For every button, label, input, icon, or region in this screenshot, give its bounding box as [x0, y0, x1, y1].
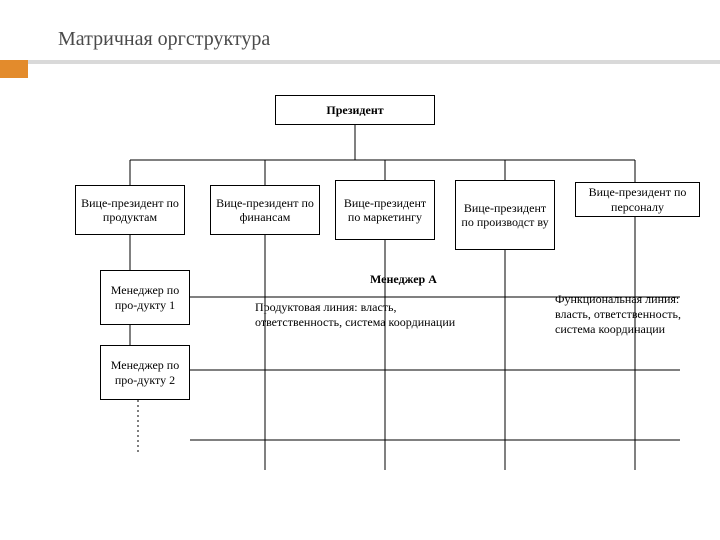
accent-block: [0, 60, 28, 78]
node-manager-1: Менеджер по про-дукту 1: [100, 270, 190, 325]
node-vp-products: Вице-президент по продуктам: [75, 185, 185, 235]
node-label: Вице-президент по производст ву: [458, 201, 552, 230]
node-vp-finance: Вице-президент по финансам: [210, 185, 320, 235]
annotation-text: Продуктовая линия: власть, ответственнос…: [255, 300, 455, 329]
node-president: Президент: [275, 95, 435, 125]
slide-title: Матричная оргструктура: [58, 28, 270, 51]
node-label: Вице-президент по персоналу: [578, 185, 697, 214]
node-label: Президент: [326, 103, 383, 117]
slide-title-area: Матричная оргструктура: [58, 28, 270, 51]
node-label: Вице-президент по продуктам: [78, 196, 182, 225]
node-vp-marketing: Вице-президент по маркетингу: [335, 180, 435, 240]
annotation-product-line: Продуктовая линия: власть, ответственнос…: [255, 300, 475, 330]
title-underline: [0, 60, 720, 64]
annotation-functional-line: Функциональная линия: власть, ответствен…: [555, 292, 715, 337]
node-manager-2: Менеджер по про-дукту 2: [100, 345, 190, 400]
node-vp-production: Вице-президент по производст ву: [455, 180, 555, 250]
annotation-text: Функциональная линия: власть, ответствен…: [555, 292, 681, 336]
node-label: Менеджер по про-дукту 2: [103, 358, 187, 387]
node-vp-hr: Вице-президент по персоналу: [575, 182, 700, 217]
annotation-text: Менеджер А: [370, 272, 437, 286]
annotation-manager-a: Менеджер А: [370, 272, 437, 287]
node-label: Менеджер по про-дукту 1: [103, 283, 187, 312]
node-label: Вице-президент по маркетингу: [338, 196, 432, 225]
node-label: Вице-президент по финансам: [213, 196, 317, 225]
